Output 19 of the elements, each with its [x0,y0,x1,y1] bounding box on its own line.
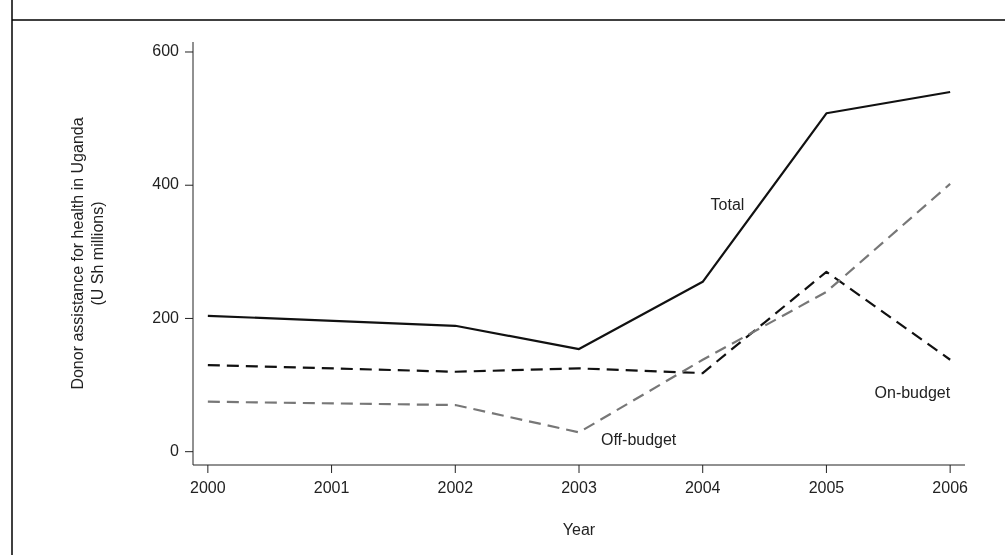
line-series [206,270,952,375]
x-tick-label: 2005 [808,479,845,496]
series-label: On-budget [874,383,951,401]
series-label: Total [710,196,745,214]
y-tick-label: 600 [152,42,180,60]
y-axis-title: Donor assistance for health in Uganda (U Sh millions) [69,117,106,390]
series-label: Off-budget [601,430,677,448]
x-tick-label: 2004 [684,479,721,496]
x-tick-label: 2001 [313,479,350,496]
x-tick-label: 2002 [437,479,474,496]
line-series [206,182,952,434]
y-tick-label: 200 [152,308,180,326]
y-tick-label: 400 [152,175,180,193]
x-tick-label: 2006 [932,479,969,496]
y-tick-label: 0 [170,441,180,459]
x-tick-label: 2000 [190,479,226,496]
x-axis-title: Year [562,521,596,538]
line-series [206,90,952,351]
x-tick-label: 2003 [561,479,597,496]
